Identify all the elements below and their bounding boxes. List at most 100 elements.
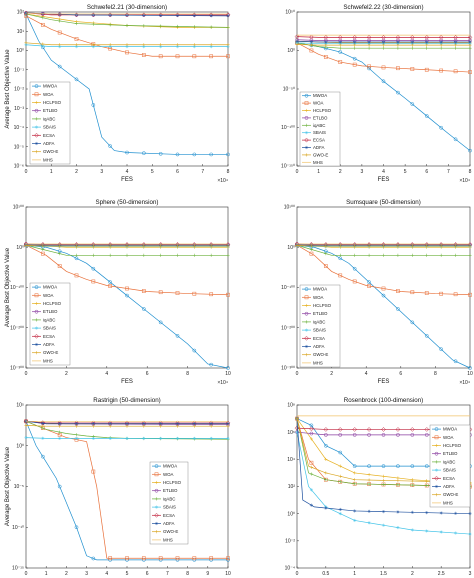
series-woa [24,14,230,59]
series-marker [175,291,180,295]
series-marker [338,507,342,512]
series-marker [58,252,62,256]
series-marker [192,422,196,426]
y-tick-label: 10⁻¹ [14,67,24,73]
series-marker [338,60,343,64]
series-marker [323,55,328,59]
series-marker [74,43,79,47]
series-marker [352,427,358,432]
series-marker [468,532,472,536]
y-tick-label: 10⁻¹⁰⁰ [281,285,295,291]
y-tick-label: 10⁰ [287,245,295,251]
series-marker [324,506,328,510]
legend-swatch-marker [304,353,309,357]
x-tick-label: 5 [126,571,129,577]
series-marker [58,436,62,441]
series-marker [424,333,429,338]
series-marker [353,518,357,523]
legend-entry-label: WOA [313,295,324,300]
x-tick-label: 8 [186,571,189,577]
series-marker [439,125,444,130]
series-marker [74,525,79,530]
series-marker [226,25,230,29]
legend-entry-label: iqABC [313,319,325,324]
legend-swatch-marker [34,342,39,347]
series-marker [367,478,371,482]
series-marker [309,48,314,53]
series-marker [468,46,472,50]
series-marker [338,512,342,516]
series-marker [125,43,129,47]
series-marker [352,266,357,271]
y-tick-label: 10⁻² [14,87,24,93]
legend: MWOA WOA HCLPSO ETLBO iqABC SBAIS ECSA ADFA GWO-… [29,81,71,165]
series-iqabc [295,243,472,257]
series-marker [125,286,129,291]
legend-entry-label: MWOA [313,287,327,292]
series-marker [396,510,400,514]
series-marker [125,422,129,426]
series-marker [309,488,314,492]
series-marker [91,469,96,474]
series-marker [74,433,79,437]
series-marker [58,45,62,49]
series-marker [425,483,429,488]
series-marker [324,471,328,475]
series-marker [453,43,458,47]
legend-entry-label: GWO-E [43,149,58,154]
series-marker [175,424,180,428]
series-marker [410,290,415,295]
series-marker [192,244,196,248]
legend-entry-label: MWOA [443,427,457,432]
series-marker [58,430,62,434]
series-marker [396,433,400,437]
series-marker [226,436,230,441]
legend-swatch-marker [34,117,39,121]
x-tick-label: 9 [206,571,209,577]
series-marker [159,244,163,248]
series-marker [158,556,163,561]
legend-swatch-marker [304,116,309,120]
series-marker [108,280,113,284]
y-tick-label: 10⁻²⁰⁰ [10,325,24,331]
x-axis-exponent: ×10⁴ [217,178,228,184]
x-tick-label: 8 [227,169,230,175]
y-tick-label: 10⁰ [16,48,24,54]
series-marker [409,35,415,40]
series-marker [367,64,371,69]
series-marker [324,478,328,482]
legend-swatch-marker [304,131,309,135]
legend-entry-label: ECSA [443,476,455,481]
legend-entry-label: MHS [443,500,453,505]
series-marker [91,253,95,257]
y-tick-label: 10⁻⁵ [14,144,24,150]
legend-swatch-marker [34,301,39,306]
series-marker [58,19,62,23]
series-marker [142,422,146,426]
series-marker [338,450,343,455]
series-marker [209,422,213,426]
legend-swatch-marker [434,451,439,456]
series-line [25,15,228,57]
legend-swatch-marker [154,521,159,526]
legend-entry-label: ETLBO [43,309,58,314]
series-marker [338,433,343,437]
series-marker [353,509,357,513]
series-marker [323,35,329,40]
y-axis-label: Average Best Objective Value [5,247,11,327]
series-marker [425,253,429,257]
series-marker [410,102,415,106]
series-marker [294,34,300,39]
series-marker [424,464,429,468]
series-marker [367,43,371,47]
series-marker [352,279,357,284]
legend-entry-label: ADFA [443,484,455,489]
x-tick-label: 3 [469,571,472,577]
series-marker [367,284,371,288]
series-mwoa [24,12,230,157]
series-marker [453,244,458,248]
chart-panel-1: Schwefel2.21 (30-dimension) FES ×10⁴ Averag… [5,4,231,184]
x-tick-label: 4 [382,169,385,175]
series-marker [324,252,328,256]
series-marker [439,253,443,257]
